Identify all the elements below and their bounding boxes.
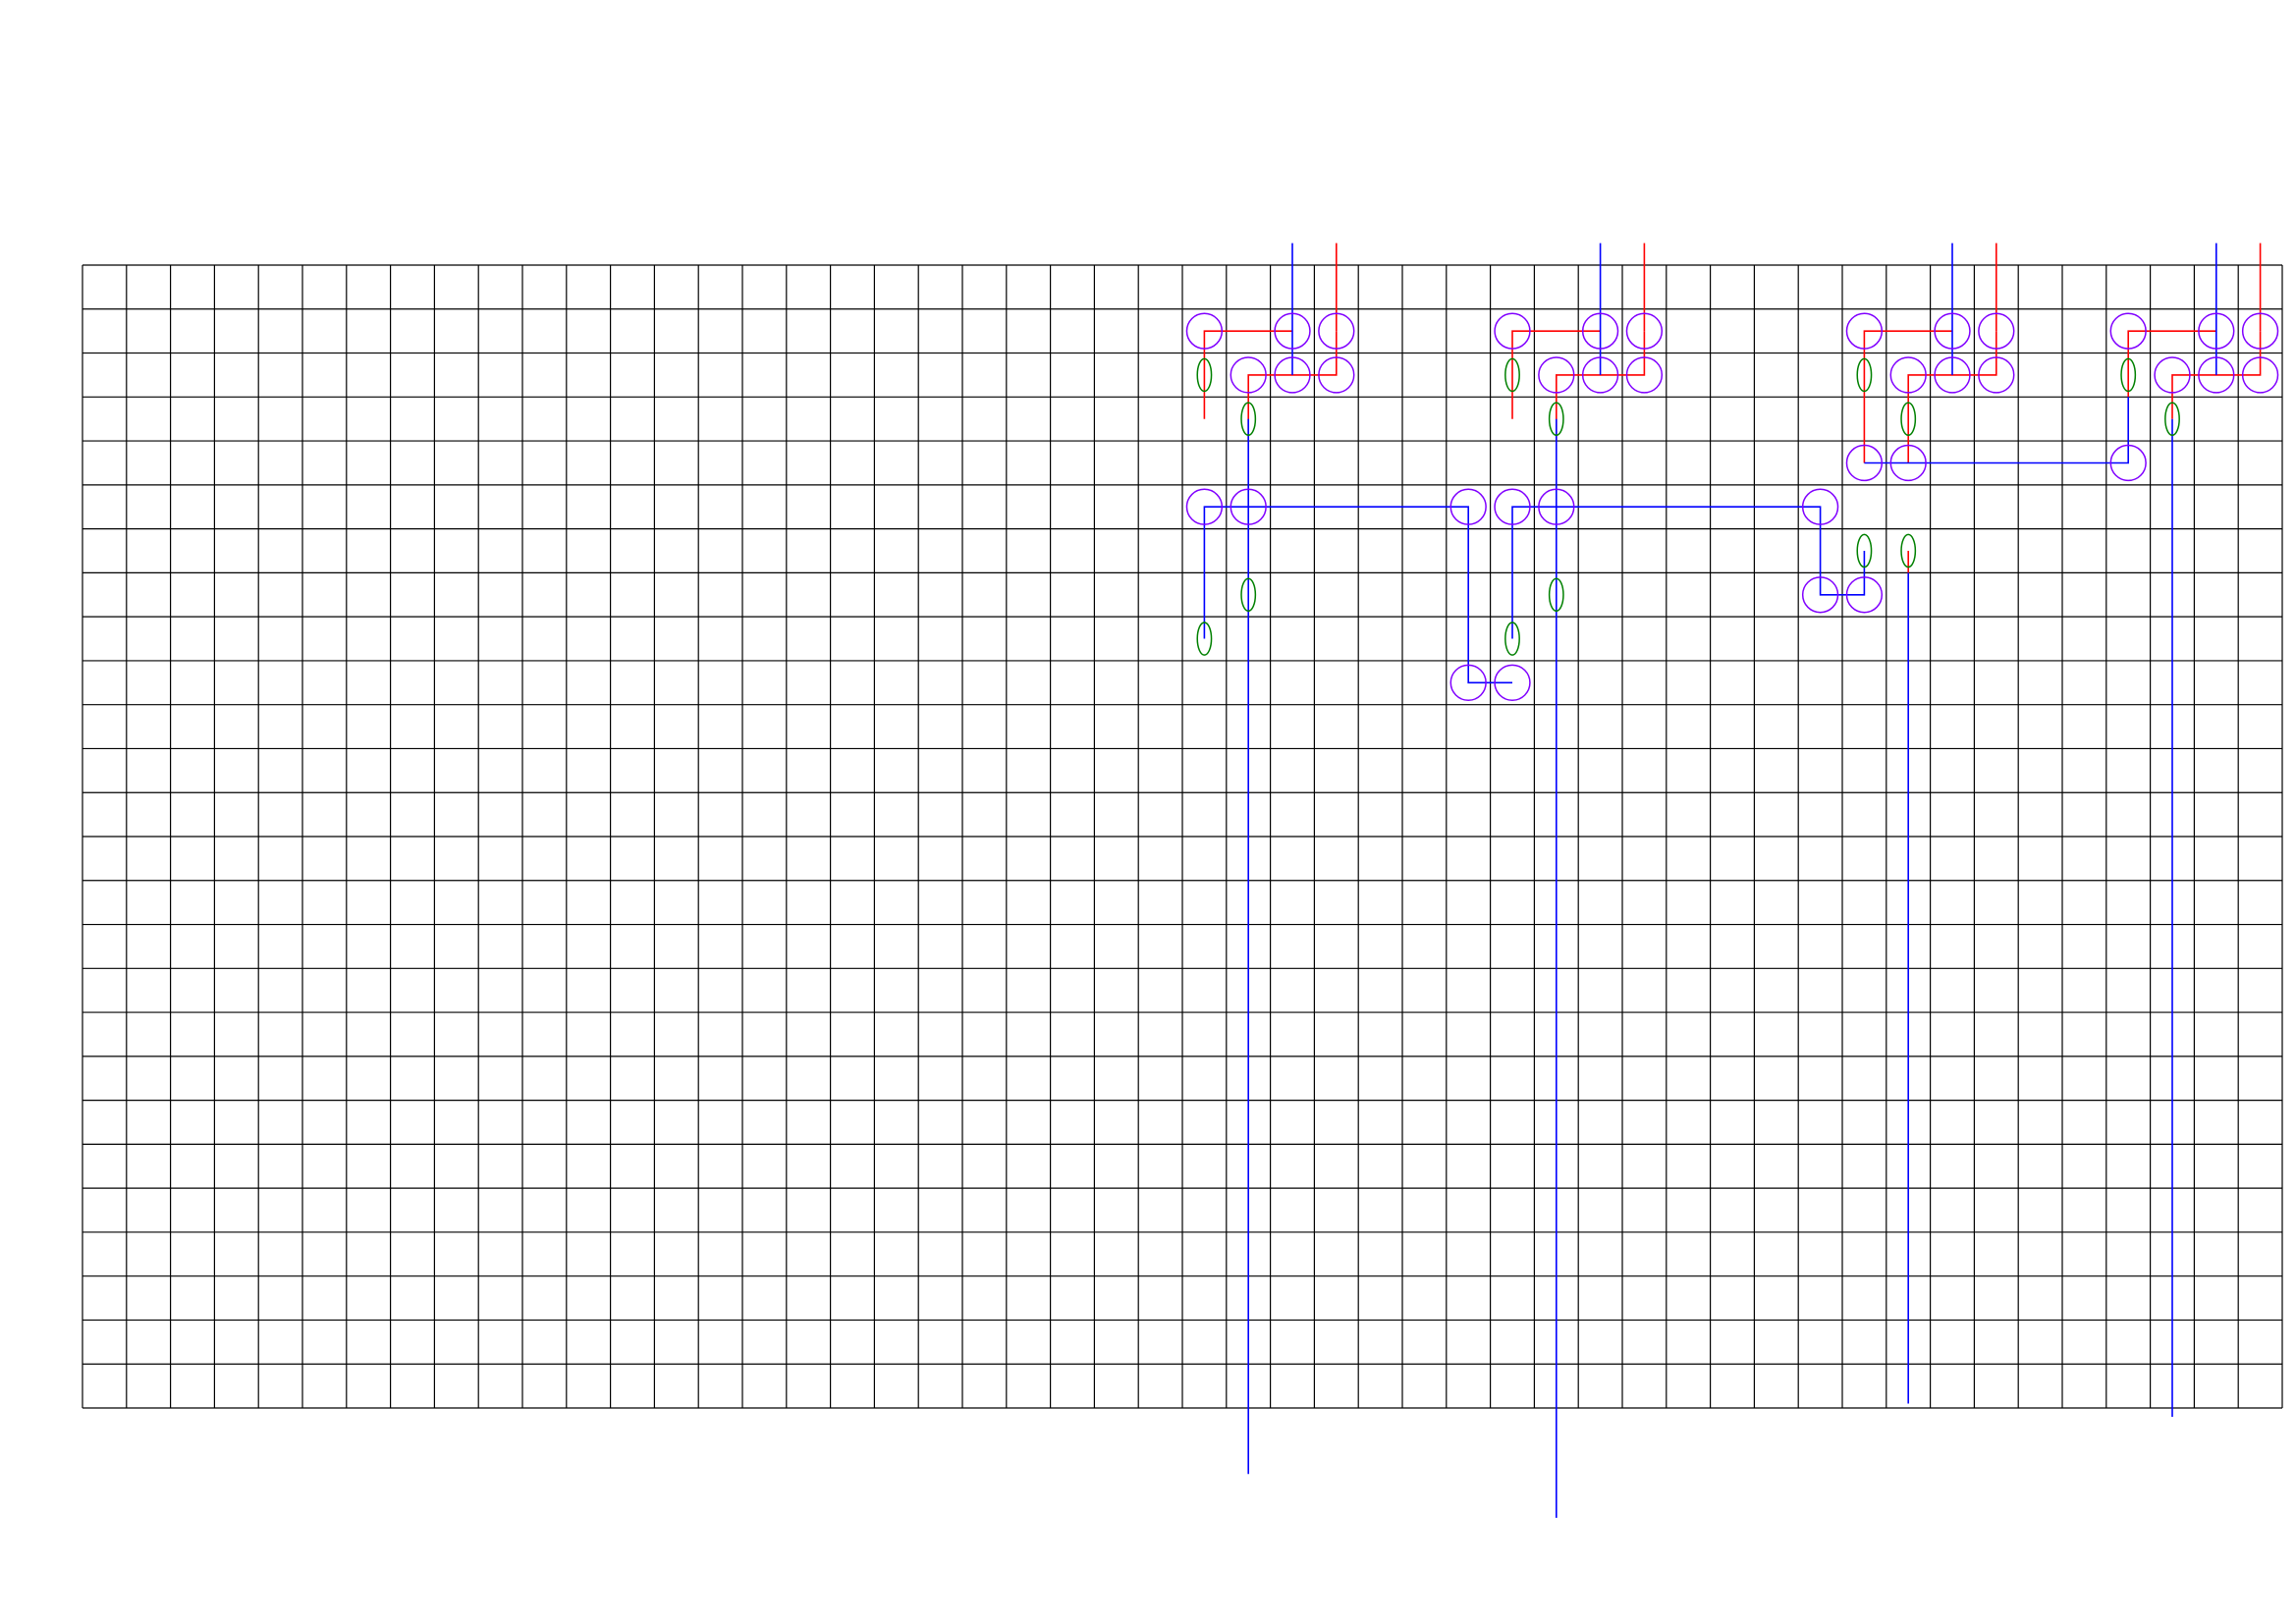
node-ring	[1538, 356, 1575, 394]
ellipse-marker	[1856, 357, 1873, 393]
node-ring	[2241, 356, 2279, 394]
node-ring	[1581, 356, 1619, 394]
ellipse-marker	[1856, 533, 1873, 568]
red-wires	[1203, 243, 2262, 573]
node-ring	[1449, 488, 1487, 525]
node-ring	[1318, 356, 1355, 394]
node-ring	[1889, 444, 1927, 482]
node-ring	[1494, 664, 1531, 701]
ellipse-marker	[1196, 357, 1213, 393]
ellipse-marker	[1900, 533, 1917, 568]
node-ring	[1801, 576, 1839, 614]
ellipse-marker	[1548, 577, 1564, 613]
node-ring	[1494, 312, 1531, 350]
node-ring	[1230, 488, 1267, 525]
node-ring	[1801, 488, 1839, 525]
node-ring	[1934, 312, 1971, 350]
ellipse-marker	[1900, 402, 1917, 437]
node-ring	[1845, 312, 1884, 350]
blue-wire	[1511, 506, 1866, 639]
node-ring	[1581, 312, 1619, 350]
node-ring	[1449, 664, 1487, 701]
node-ring	[1934, 356, 1971, 394]
red-wire	[2127, 330, 2216, 398]
node-ring	[1185, 312, 1224, 350]
node-ring	[1889, 356, 1927, 394]
node-ring	[1538, 488, 1575, 525]
ellipse-marker	[1240, 402, 1257, 437]
node-ring	[2198, 356, 2235, 394]
node-ring	[1185, 488, 1224, 525]
node-ring	[1494, 488, 1531, 525]
ellipse-marker	[1196, 622, 1213, 656]
blue-wires	[1203, 243, 2217, 1518]
blue-wire	[1864, 397, 2129, 464]
red-wire	[1511, 330, 1601, 419]
node-ring	[1845, 576, 1884, 614]
ellipse-marker	[1548, 402, 1564, 437]
node-ring	[2198, 312, 2235, 350]
ellipse-markers	[1196, 357, 2180, 656]
ellipse-marker	[2120, 357, 2137, 393]
node-ring	[1274, 312, 1311, 350]
red-wire	[1863, 330, 1952, 463]
node-ring	[1625, 312, 1664, 350]
node-ring	[2154, 356, 2191, 394]
node-ring	[1845, 444, 1884, 482]
node-ring	[2109, 312, 2147, 350]
ellipse-marker	[1504, 357, 1520, 393]
node-ring	[1978, 356, 2015, 394]
node-ring	[2241, 312, 2279, 350]
ellipse-marker	[2164, 402, 2180, 437]
node-ring	[1318, 312, 1355, 350]
blue-wire	[1203, 506, 1512, 684]
node-ring	[1230, 356, 1267, 394]
node-ring	[1625, 356, 1664, 394]
node-ring	[1978, 312, 2015, 350]
red-wire	[1203, 330, 1292, 419]
grid-lines	[82, 264, 2283, 1409]
node-ring	[2109, 444, 2147, 482]
ellipse-marker	[1240, 577, 1257, 613]
node-rings	[1185, 312, 2279, 701]
ellipse-marker	[1504, 622, 1520, 656]
node-ring	[1274, 356, 1311, 394]
